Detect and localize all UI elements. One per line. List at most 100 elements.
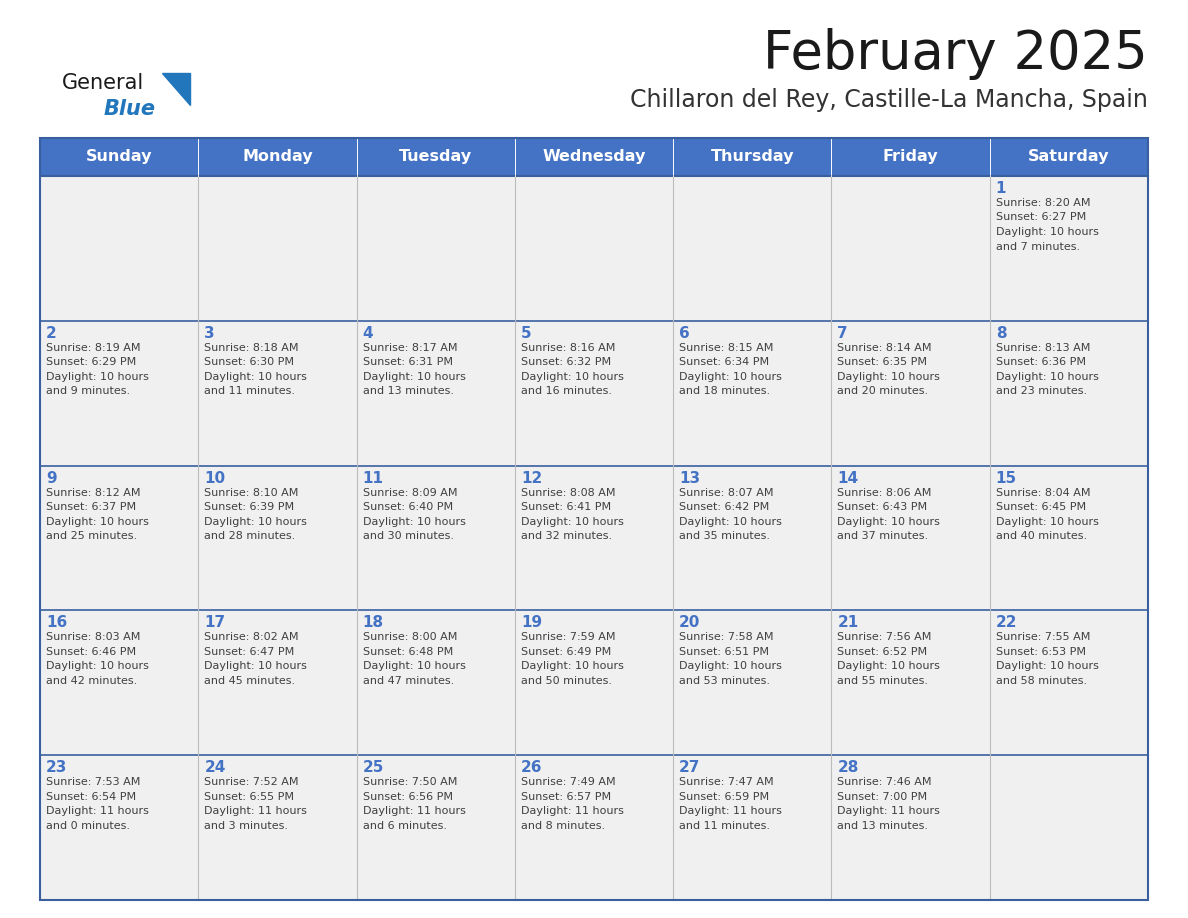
Bar xyxy=(832,320,990,465)
Text: 13: 13 xyxy=(680,471,700,486)
Text: and 58 minutes.: and 58 minutes. xyxy=(996,676,1087,686)
Text: Sunset: 6:42 PM: Sunset: 6:42 PM xyxy=(680,502,770,512)
Text: Daylight: 11 hours: Daylight: 11 hours xyxy=(204,806,308,816)
Text: 9: 9 xyxy=(46,471,57,486)
Text: Sunrise: 7:53 AM: Sunrise: 7:53 AM xyxy=(46,778,140,788)
Text: Sunset: 6:48 PM: Sunset: 6:48 PM xyxy=(362,647,453,657)
Text: 19: 19 xyxy=(520,615,542,631)
Text: Sunset: 6:43 PM: Sunset: 6:43 PM xyxy=(838,502,928,512)
Bar xyxy=(674,176,832,320)
Text: Sunset: 6:55 PM: Sunset: 6:55 PM xyxy=(204,791,295,801)
Bar xyxy=(40,176,198,320)
Bar xyxy=(356,465,514,610)
Bar xyxy=(514,320,674,465)
Bar xyxy=(198,176,356,320)
Text: and 20 minutes.: and 20 minutes. xyxy=(838,386,929,397)
Text: Daylight: 10 hours: Daylight: 10 hours xyxy=(46,372,148,382)
Bar xyxy=(514,176,674,320)
Bar xyxy=(514,138,674,176)
Text: 12: 12 xyxy=(520,471,542,486)
Text: Sunrise: 8:13 AM: Sunrise: 8:13 AM xyxy=(996,342,1091,353)
Bar xyxy=(674,320,832,465)
Text: 3: 3 xyxy=(204,326,215,341)
Text: and 47 minutes.: and 47 minutes. xyxy=(362,676,454,686)
Text: Sunrise: 8:02 AM: Sunrise: 8:02 AM xyxy=(204,633,299,643)
Text: Daylight: 10 hours: Daylight: 10 hours xyxy=(838,517,941,527)
Text: and 23 minutes.: and 23 minutes. xyxy=(996,386,1087,397)
Text: Tuesday: Tuesday xyxy=(399,150,473,164)
Text: and 50 minutes.: and 50 minutes. xyxy=(520,676,612,686)
Text: Sunset: 6:39 PM: Sunset: 6:39 PM xyxy=(204,502,295,512)
Text: 24: 24 xyxy=(204,760,226,775)
Bar xyxy=(514,465,674,610)
Text: Sunrise: 8:07 AM: Sunrise: 8:07 AM xyxy=(680,487,773,498)
Text: 23: 23 xyxy=(46,760,68,775)
Text: 7: 7 xyxy=(838,326,848,341)
Text: Sunset: 6:41 PM: Sunset: 6:41 PM xyxy=(520,502,611,512)
Bar xyxy=(356,610,514,756)
Text: Daylight: 10 hours: Daylight: 10 hours xyxy=(362,372,466,382)
Text: Daylight: 10 hours: Daylight: 10 hours xyxy=(204,372,308,382)
Text: Daylight: 10 hours: Daylight: 10 hours xyxy=(204,661,308,671)
Text: Sunrise: 7:55 AM: Sunrise: 7:55 AM xyxy=(996,633,1091,643)
Text: Sunset: 6:53 PM: Sunset: 6:53 PM xyxy=(996,647,1086,657)
Text: Sunset: 6:29 PM: Sunset: 6:29 PM xyxy=(46,357,137,367)
Text: Sunrise: 8:19 AM: Sunrise: 8:19 AM xyxy=(46,342,140,353)
Text: Daylight: 10 hours: Daylight: 10 hours xyxy=(680,517,782,527)
Bar xyxy=(832,176,990,320)
Text: February 2025: February 2025 xyxy=(763,28,1148,80)
Bar xyxy=(356,756,514,900)
Text: Sunrise: 8:16 AM: Sunrise: 8:16 AM xyxy=(520,342,615,353)
Bar xyxy=(40,138,198,176)
Text: Sunset: 6:56 PM: Sunset: 6:56 PM xyxy=(362,791,453,801)
Text: Sunrise: 7:47 AM: Sunrise: 7:47 AM xyxy=(680,778,773,788)
Bar xyxy=(514,756,674,900)
Bar xyxy=(198,320,356,465)
Text: Sunset: 6:34 PM: Sunset: 6:34 PM xyxy=(680,357,770,367)
Text: Sunrise: 8:04 AM: Sunrise: 8:04 AM xyxy=(996,487,1091,498)
Text: Sunrise: 8:17 AM: Sunrise: 8:17 AM xyxy=(362,342,457,353)
Text: Sunrise: 8:20 AM: Sunrise: 8:20 AM xyxy=(996,198,1091,208)
Text: and 40 minutes.: and 40 minutes. xyxy=(996,532,1087,541)
Text: Daylight: 10 hours: Daylight: 10 hours xyxy=(46,517,148,527)
Text: Daylight: 10 hours: Daylight: 10 hours xyxy=(520,661,624,671)
Text: and 11 minutes.: and 11 minutes. xyxy=(680,821,770,831)
Text: 18: 18 xyxy=(362,615,384,631)
Bar xyxy=(40,138,1148,900)
Text: and 11 minutes.: and 11 minutes. xyxy=(204,386,296,397)
Text: Sunset: 6:45 PM: Sunset: 6:45 PM xyxy=(996,502,1086,512)
Text: Sunset: 6:31 PM: Sunset: 6:31 PM xyxy=(362,357,453,367)
Bar xyxy=(832,756,990,900)
Text: 4: 4 xyxy=(362,326,373,341)
Text: Sunset: 6:32 PM: Sunset: 6:32 PM xyxy=(520,357,611,367)
Text: Daylight: 10 hours: Daylight: 10 hours xyxy=(362,517,466,527)
Text: Daylight: 10 hours: Daylight: 10 hours xyxy=(46,661,148,671)
Text: Daylight: 11 hours: Daylight: 11 hours xyxy=(362,806,466,816)
Text: Daylight: 11 hours: Daylight: 11 hours xyxy=(46,806,148,816)
Text: and 28 minutes.: and 28 minutes. xyxy=(204,532,296,541)
Bar xyxy=(198,465,356,610)
Text: Daylight: 10 hours: Daylight: 10 hours xyxy=(520,372,624,382)
Text: Sunrise: 7:58 AM: Sunrise: 7:58 AM xyxy=(680,633,773,643)
Text: Sunset: 6:57 PM: Sunset: 6:57 PM xyxy=(520,791,611,801)
Text: 27: 27 xyxy=(680,760,701,775)
Text: and 37 minutes.: and 37 minutes. xyxy=(838,532,929,541)
Bar xyxy=(198,138,356,176)
Bar xyxy=(514,610,674,756)
Text: Sunrise: 8:00 AM: Sunrise: 8:00 AM xyxy=(362,633,457,643)
Text: and 35 minutes.: and 35 minutes. xyxy=(680,532,770,541)
Bar xyxy=(40,465,198,610)
Text: Sunrise: 7:49 AM: Sunrise: 7:49 AM xyxy=(520,778,615,788)
Text: Sunrise: 8:09 AM: Sunrise: 8:09 AM xyxy=(362,487,457,498)
Text: Sunrise: 7:56 AM: Sunrise: 7:56 AM xyxy=(838,633,931,643)
Text: 28: 28 xyxy=(838,760,859,775)
Text: Daylight: 10 hours: Daylight: 10 hours xyxy=(996,517,1099,527)
Text: Sunrise: 7:50 AM: Sunrise: 7:50 AM xyxy=(362,778,457,788)
Bar xyxy=(990,138,1148,176)
Text: Daylight: 10 hours: Daylight: 10 hours xyxy=(204,517,308,527)
Text: 25: 25 xyxy=(362,760,384,775)
Bar xyxy=(674,138,832,176)
Text: Sunrise: 8:03 AM: Sunrise: 8:03 AM xyxy=(46,633,140,643)
Text: and 6 minutes.: and 6 minutes. xyxy=(362,821,447,831)
Text: Sunset: 6:47 PM: Sunset: 6:47 PM xyxy=(204,647,295,657)
